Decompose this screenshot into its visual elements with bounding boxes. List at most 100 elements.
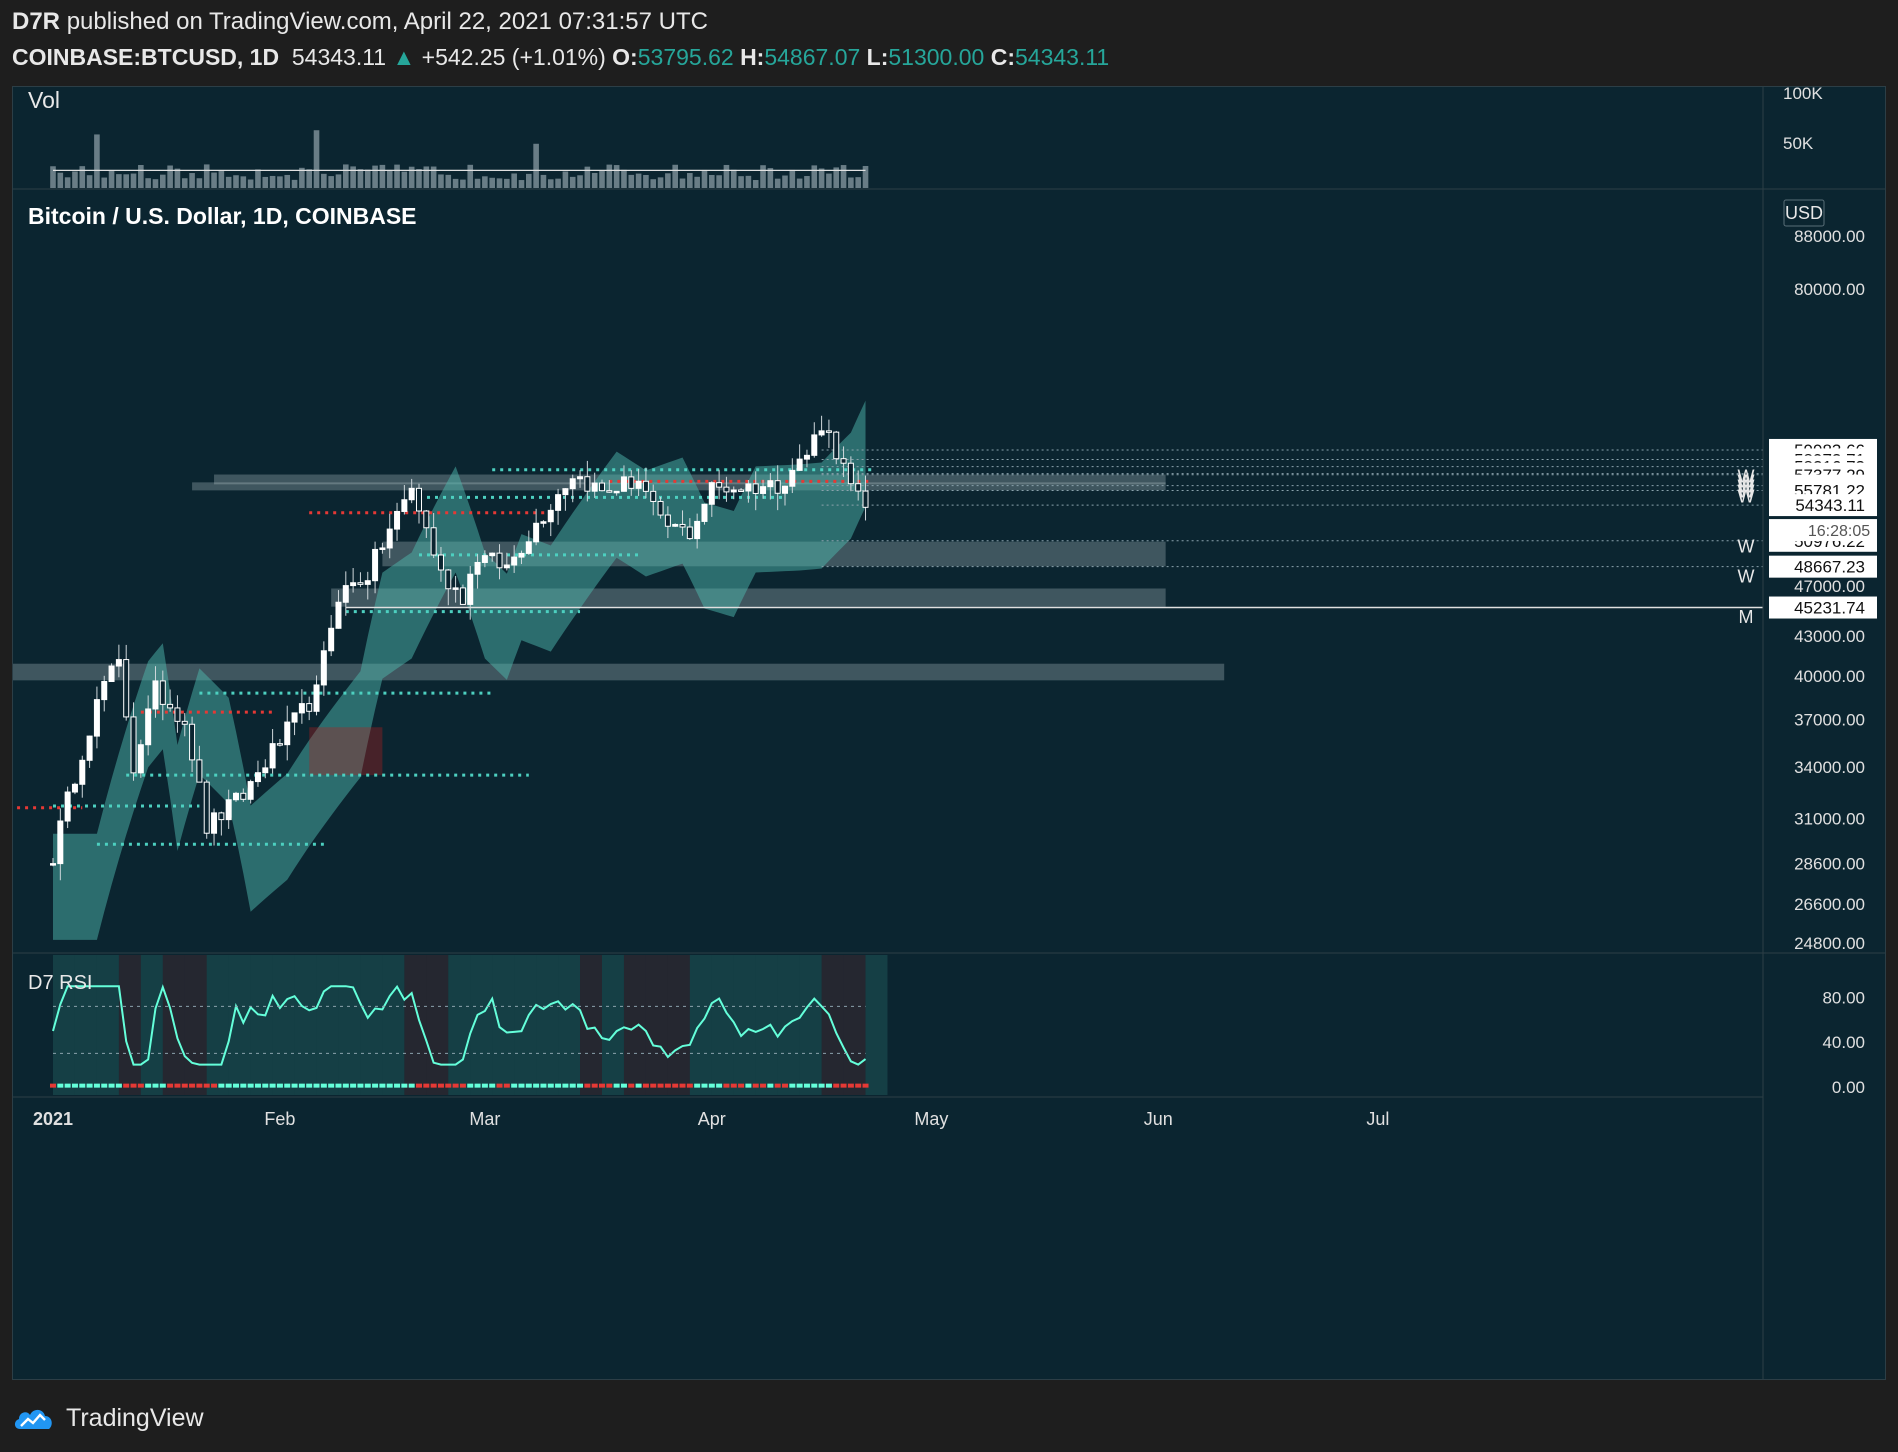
rsi-state-25 <box>233 1083 239 1088</box>
volume-bar-97 <box>760 165 766 188</box>
rsi-band-69 <box>558 955 581 1095</box>
volume-bar-36 <box>313 130 320 188</box>
rsi-band-27 <box>250 955 273 1095</box>
main-pane-title[interactable]: Bitcoin / U.S. Dollar, 1D, COINBASE <box>28 203 417 229</box>
candle-body-58 <box>474 561 481 575</box>
rsi-state-83 <box>657 1083 664 1088</box>
volume-bar-68 <box>547 179 554 188</box>
volume-bar-92 <box>723 164 730 188</box>
volume-bar-104 <box>811 165 818 188</box>
x-tick-may: May <box>914 1109 948 1129</box>
rsi-state-66 <box>533 1083 540 1088</box>
volume-bar-54 <box>445 174 452 188</box>
rsi-state-33 <box>291 1083 298 1088</box>
candle-body-100 <box>782 485 788 494</box>
rsi-state-56 <box>459 1083 466 1088</box>
rsi-band-24 <box>228 955 251 1095</box>
volume-bar-11 <box>130 173 137 188</box>
level-marker-1: W <box>1738 471 1755 491</box>
candle-body-108 <box>840 458 847 464</box>
volume-bar-75 <box>599 170 605 188</box>
rsi-state-21 <box>203 1083 210 1088</box>
rsi-state-3 <box>71 1083 78 1088</box>
volume-bar-95 <box>745 175 752 188</box>
y-tick-label-10: 24800.00 <box>1794 934 1865 953</box>
high-label: H: <box>740 44 765 70</box>
candle-body-16 <box>167 703 174 709</box>
volume-bar-1 <box>57 172 64 188</box>
rsi-state-74 <box>591 1083 598 1088</box>
chart-svg[interactable]: 88000.00 80000.00 47000.00 43000.00 40000.00… <box>9 84 1885 1379</box>
rsi-state-26 <box>240 1083 247 1088</box>
y-tick-label-3: 43000.00 <box>1794 627 1865 646</box>
tradingview-cloud-logo-icon[interactable] <box>12 1403 56 1433</box>
rsi-pane-label[interactable]: D7 RSI <box>28 972 92 994</box>
candle-body-85 <box>672 523 679 527</box>
volume-bar-39 <box>335 174 342 188</box>
rsi-band-90 <box>711 955 734 1095</box>
rsi-state-14 <box>152 1083 159 1088</box>
zone-3 <box>331 588 1166 607</box>
author-name[interactable]: D7R <box>12 8 61 35</box>
rsi-state-110 <box>855 1083 862 1088</box>
volume-bar-47 <box>394 164 400 188</box>
rsi-state-41 <box>350 1083 357 1088</box>
rsi-state-9 <box>115 1083 122 1088</box>
volume-bar-33 <box>291 179 298 188</box>
rsi-state-19 <box>189 1083 196 1088</box>
x-tick-mar: Mar <box>469 1109 500 1129</box>
rsi-state-102 <box>796 1083 803 1088</box>
candle-body-83 <box>657 500 664 516</box>
rsi-band-12 <box>140 955 163 1095</box>
volume-bar-80 <box>635 173 642 188</box>
candle-body-42 <box>357 582 364 585</box>
candle-body-10 <box>123 659 130 718</box>
tradingview-brand-label[interactable]: TradingView <box>66 1403 204 1432</box>
rsi-state-50 <box>416 1083 422 1088</box>
y-tick-label-5: 37000.00 <box>1794 711 1865 730</box>
candle-body-88 <box>694 520 701 540</box>
candle-body-13 <box>145 708 152 746</box>
candle-body-99 <box>774 480 781 494</box>
volume-bar-82 <box>650 179 657 188</box>
rsi-state-59 <box>481 1083 488 1088</box>
rsi-state-106 <box>825 1083 832 1088</box>
rsi-state-27 <box>247 1083 254 1088</box>
volume-bar-8 <box>108 170 115 188</box>
rsi-state-107 <box>833 1083 840 1088</box>
rsi-band-21 <box>206 955 229 1095</box>
rsi-state-99 <box>774 1083 781 1088</box>
volume-bar-90 <box>709 174 715 188</box>
volume-pane-label[interactable]: Vol <box>28 87 60 113</box>
candle-body-72 <box>577 476 584 480</box>
rsi-state-8 <box>108 1083 115 1088</box>
candle-body-49 <box>408 487 415 501</box>
candle-body-94 <box>738 489 745 492</box>
chart-container[interactable]: 88000.00 80000.00 47000.00 43000.00 40000.00… <box>9 84 1886 1380</box>
zone-4 <box>9 663 1225 681</box>
rsi-state-64 <box>518 1083 525 1088</box>
y-tick-label-0: 88000.00 <box>1794 227 1865 246</box>
currency-badge[interactable] <box>1783 199 1825 227</box>
volume-bar-20 <box>196 178 203 188</box>
rsi-state-32 <box>284 1083 291 1088</box>
rsi-state-2 <box>64 1083 71 1088</box>
volume-bar-78 <box>621 169 627 188</box>
candle-body-26 <box>240 792 247 800</box>
ichimoku-cloud <box>53 400 866 940</box>
candle-body-28 <box>254 772 261 783</box>
y-tick-label-2: 47000.00 <box>1794 577 1865 596</box>
symbol-label[interactable]: COINBASE:BTCUSD, 1D <box>12 44 280 70</box>
volume-bar-32 <box>284 174 291 188</box>
price-label-9: 48667.23 <box>1794 558 1865 577</box>
x-tick-feb: Feb <box>264 1109 295 1129</box>
volume-bar-38 <box>328 176 334 188</box>
candle-body-52 <box>430 527 437 556</box>
rsi-state-54 <box>445 1083 452 1088</box>
rsi-state-76 <box>606 1083 613 1088</box>
rsi-band-102 <box>799 955 822 1095</box>
rsi-state-72 <box>577 1083 584 1088</box>
rsi-state-62 <box>503 1083 510 1088</box>
volume-bar-100 <box>782 175 788 188</box>
level-marker-0: W <box>1738 466 1755 486</box>
